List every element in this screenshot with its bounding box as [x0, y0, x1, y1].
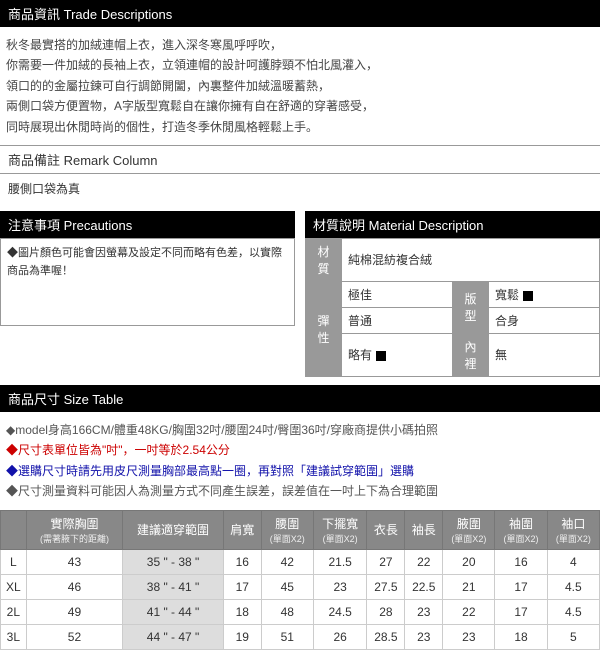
mat-lining-value: 無: [489, 333, 600, 376]
size-cell: 22.5: [405, 574, 443, 599]
size-cell: 48: [261, 599, 313, 624]
size-cell: 2L: [1, 599, 27, 624]
mat-value-material: 純棉混紡複合絨: [342, 238, 600, 281]
size-cell: 23: [313, 574, 367, 599]
mat-label-elastic: 彈性: [306, 281, 342, 376]
size-cell: 52: [26, 624, 123, 649]
size-note-line: ◆model身高166CM/體重48KG/胸圍32吋/腰圍24吋/臀圍36吋/穿…: [6, 420, 594, 440]
trade-desc-header: 商品資訊 Trade Descriptions: [0, 0, 600, 27]
mat-elastic-2: 略有: [342, 333, 453, 376]
size-cell: 27.5: [367, 574, 405, 599]
size-cell: 44 " - 47 ": [123, 624, 224, 649]
mat-fit-0: 寬鬆: [489, 281, 600, 307]
material-table: 材質 純棉混紡複合絨 彈性 極佳 版型 寬鬆 普通 合身 略有 內裡 無: [305, 238, 600, 377]
size-cell: 17: [495, 599, 547, 624]
size-row: L4335 " - 38 "164221.5272220164: [1, 549, 600, 574]
size-row: 3L5244 " - 47 "19512628.52323185: [1, 624, 600, 649]
size-cell: 18: [495, 624, 547, 649]
size-cell: 22: [405, 549, 443, 574]
size-header: 商品尺寸 Size Table: [0, 385, 600, 412]
size-cell: 18: [223, 599, 261, 624]
size-notes: ◆model身高166CM/體重48KG/胸圍32吋/腰圍24吋/臀圍36吋/穿…: [0, 412, 600, 510]
size-col-header: 腋圍(單面X2): [443, 510, 495, 549]
size-cell: 49: [26, 599, 123, 624]
mat-elastic-1: 普通: [342, 307, 453, 333]
remark-body: 腰側口袋為真: [0, 174, 600, 207]
material-header: 材質說明 Material Description: [305, 211, 600, 238]
size-col-header: 腰圍(單面X2): [261, 510, 313, 549]
size-cell: 28: [367, 599, 405, 624]
size-col-header: 袖口(單面X2): [547, 510, 599, 549]
size-cell: 21: [443, 574, 495, 599]
size-cell: 16: [223, 549, 261, 574]
size-note-line: ◆選購尺寸時請先用皮尺測量胸部最高點一圈，再對照「建議試穿範圍」選購: [6, 461, 594, 481]
size-cell: L: [1, 549, 27, 574]
size-cell: 43: [26, 549, 123, 574]
size-cell: 46: [26, 574, 123, 599]
size-cell: 4: [547, 549, 599, 574]
size-note-line: ◆尺寸測量資料可能因人為測量方式不同產生誤差，誤差值在一吋上下為合理範圍: [6, 481, 594, 501]
mat-label-fit: 版型: [453, 281, 489, 333]
size-col-header: 袖圍(單面X2): [495, 510, 547, 549]
size-cell: 26: [313, 624, 367, 649]
size-col-header: 實際胸圍(需著腋下的距離): [26, 510, 123, 549]
desc-line: 你需要一件加絨的長袖上衣，立領連帽的設計呵護脖頸不怕北風灌入，: [6, 55, 594, 75]
size-cell: 5: [547, 624, 599, 649]
remark-header: 商品備註 Remark Column: [0, 145, 600, 174]
size-row: 2L4941 " - 44 "184824.5282322174.5: [1, 599, 600, 624]
check-icon: [523, 291, 533, 301]
size-cell: XL: [1, 574, 27, 599]
size-col-header: 袖長: [405, 510, 443, 549]
size-cell: 21.5: [313, 549, 367, 574]
size-col-header: 建議適穿範圍: [123, 510, 224, 549]
desc-line: 兩側口袋方便置物，A字版型寬鬆自在讓你擁有自在舒適的穿著感受，: [6, 96, 594, 116]
size-cell: 38 " - 41 ": [123, 574, 224, 599]
size-cell: 4.5: [547, 599, 599, 624]
size-col-header: 下擺寬(單面X2): [313, 510, 367, 549]
precautions-body: ◆圖片顏色可能會因螢幕及設定不同而略有色差，以實際商品為準喔！: [0, 238, 295, 326]
size-cell: 17: [495, 574, 547, 599]
size-cell: 35 " - 38 ": [123, 549, 224, 574]
mat-elastic-0: 極佳: [342, 281, 453, 307]
size-cell: 4.5: [547, 574, 599, 599]
size-cell: 41 " - 44 ": [123, 599, 224, 624]
size-cell: 23: [443, 624, 495, 649]
size-cell: 45: [261, 574, 313, 599]
desc-line: 同時展現出休閒時尚的個性，打造冬季休閒風格輕鬆上手。: [6, 117, 594, 137]
size-cell: 3L: [1, 624, 27, 649]
size-table: 實際胸圍(需著腋下的距離)建議適穿範圍肩寬腰圍(單面X2)下擺寬(單面X2)衣長…: [0, 510, 600, 650]
size-col-header: 衣長: [367, 510, 405, 549]
trade-desc-body: 秋冬最實搭的加絨連帽上衣，進入深冬寒風呼呼吹，你需要一件加絨的長袖上衣，立領連帽…: [0, 27, 600, 145]
size-cell: 17: [223, 574, 261, 599]
size-row: XL4638 " - 41 "17452327.522.521174.5: [1, 574, 600, 599]
size-cell: 22: [443, 599, 495, 624]
desc-line: 領口的的金屬拉鍊可自行調節開闔，內裏整件加絨溫暖蓄熱，: [6, 76, 594, 96]
size-cell: 28.5: [367, 624, 405, 649]
desc-line: 秋冬最實搭的加絨連帽上衣，進入深冬寒風呼呼吹，: [6, 35, 594, 55]
size-col-header: [1, 510, 27, 549]
size-cell: 23: [405, 599, 443, 624]
size-cell: 27: [367, 549, 405, 574]
size-cell: 24.5: [313, 599, 367, 624]
size-col-header: 肩寬: [223, 510, 261, 549]
mat-label-material: 材質: [306, 238, 342, 281]
size-cell: 23: [405, 624, 443, 649]
size-note-line: ◆尺寸表單位皆為"吋"，一吋等於2.54公分: [6, 440, 594, 460]
size-cell: 51: [261, 624, 313, 649]
size-cell: 19: [223, 624, 261, 649]
mat-fit-1: 合身: [489, 307, 600, 333]
precautions-header: 注意事項 Precautions: [0, 211, 295, 238]
size-cell: 20: [443, 549, 495, 574]
mat-label-lining: 內裡: [453, 333, 489, 376]
size-cell: 16: [495, 549, 547, 574]
check-icon: [376, 351, 386, 361]
size-cell: 42: [261, 549, 313, 574]
